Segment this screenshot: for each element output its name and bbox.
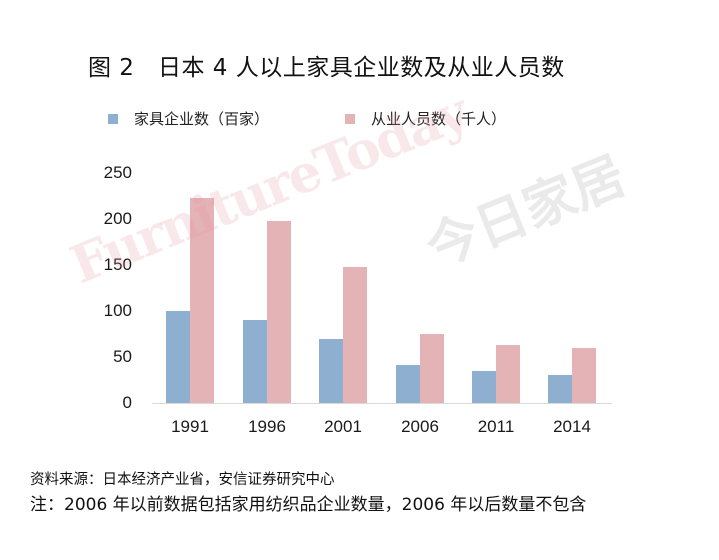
y-tick: 250 [103, 163, 132, 182]
bar-employees-2011 [496, 345, 520, 404]
note-text: 注：2006 年以前数据包括家用纺织品企业数量，2006 年以后数量不包含 [30, 495, 587, 515]
x-tick: 2006 [401, 417, 439, 436]
y-tick: 100 [103, 301, 132, 320]
x-axis-line [152, 403, 612, 404]
legend-swatch-blue [108, 113, 118, 124]
x-tick: 1996 [248, 417, 286, 436]
legend-item-employees: 从业人员数（千人） [345, 108, 506, 129]
bar-employees-2006 [420, 334, 444, 404]
bar-employees-1996 [267, 221, 291, 404]
legend-item-enterprises: 家具企业数（百家） [108, 108, 269, 129]
y-tick: 150 [103, 255, 132, 274]
x-tick: 2001 [324, 417, 362, 436]
bar-enterprises-2001 [319, 339, 343, 404]
legend: 家具企业数（百家） 从业人员数（千人） [0, 108, 719, 132]
chart-title: 图 2 日本 4 人以上家具企业数及从业人员数 [88, 55, 565, 81]
y-tick: 200 [103, 209, 132, 228]
x-tick: 1991 [171, 417, 209, 436]
bar-enterprises-2014 [548, 375, 572, 404]
bar-enterprises-2006 [396, 365, 420, 404]
x-tick: 2011 [477, 417, 515, 436]
x-tick: 2014 [553, 417, 591, 436]
legend-label: 从业人员数（千人） [371, 110, 507, 128]
y-tick: 50 [113, 347, 132, 366]
bar-employees-2014 [572, 348, 596, 404]
bar-employees-1991 [190, 198, 214, 404]
bar-enterprises-1991 [166, 311, 190, 404]
source-text: 资料来源：日本经济产业省，安信证券研究中心 [30, 472, 335, 488]
legend-label: 家具企业数（百家） [134, 110, 270, 128]
bar-enterprises-2011 [472, 371, 496, 404]
bar-enterprises-1996 [243, 320, 267, 404]
y-tick: 0 [122, 393, 132, 412]
bar-employees-2001 [343, 267, 367, 404]
plot-area [152, 160, 612, 404]
legend-swatch-pink [345, 113, 355, 124]
